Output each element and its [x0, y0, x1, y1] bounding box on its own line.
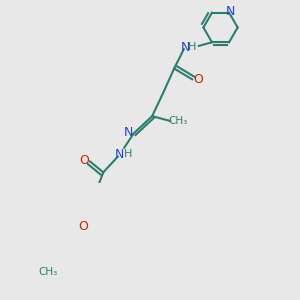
Text: H: H: [188, 42, 196, 52]
Text: O: O: [194, 73, 203, 86]
Text: N: N: [124, 125, 133, 139]
Text: H: H: [124, 149, 132, 159]
Text: N: N: [115, 148, 124, 160]
Text: CH₃: CH₃: [39, 267, 58, 277]
Text: O: O: [78, 220, 88, 232]
Text: N: N: [180, 41, 190, 54]
Text: N: N: [226, 5, 235, 18]
Text: O: O: [79, 154, 89, 166]
Text: CH₃: CH₃: [168, 116, 188, 126]
